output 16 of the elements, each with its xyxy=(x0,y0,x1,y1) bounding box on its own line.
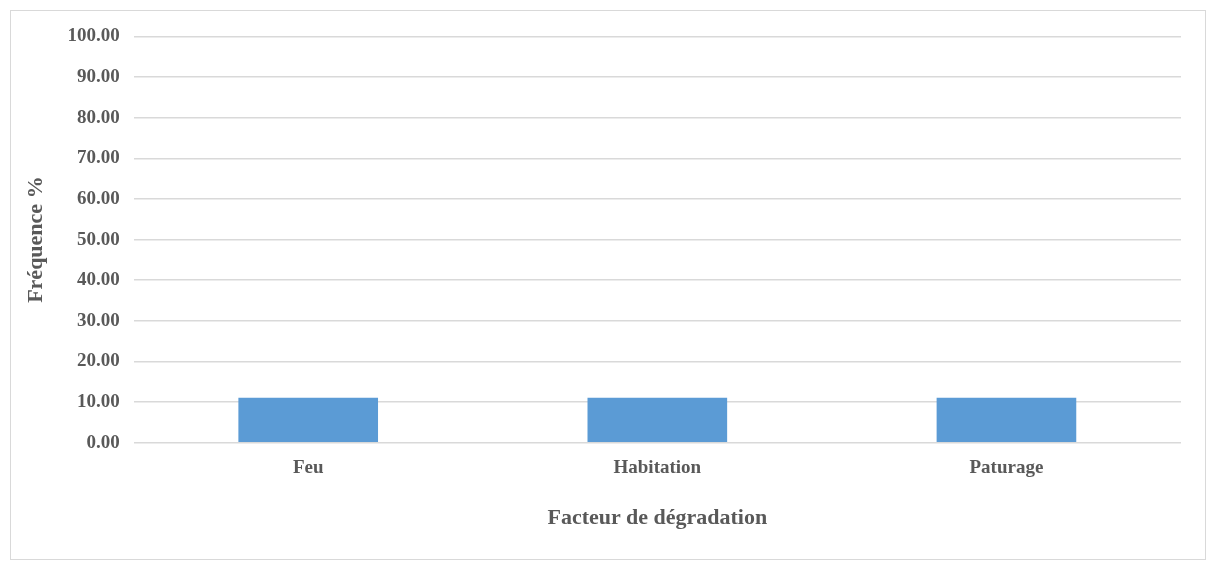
y-tick-label: 30.00 xyxy=(76,308,120,330)
x-tick-label: Paturage xyxy=(969,456,1044,478)
y-tick-label: 0.00 xyxy=(86,430,120,452)
y-tick-label: 70.00 xyxy=(76,146,120,168)
y-tick-label: 80.00 xyxy=(76,105,120,127)
y-tick-label: 60.00 xyxy=(76,186,120,208)
y-tick-label: 50.00 xyxy=(76,227,120,249)
x-tick-label: Habitation xyxy=(613,456,702,478)
y-tick-label: 100.00 xyxy=(67,24,120,46)
x-axis-title: Facteur de dégradation xyxy=(547,504,768,530)
y-tick-label: 40.00 xyxy=(76,268,120,290)
y-tick-label: 10.00 xyxy=(76,390,120,412)
y-axis-title: Fréquence % xyxy=(21,176,47,303)
y-tick-label: 90.00 xyxy=(76,64,120,86)
x-tick-label: Feu xyxy=(292,456,324,478)
y-tick-label: 20.00 xyxy=(76,349,120,371)
